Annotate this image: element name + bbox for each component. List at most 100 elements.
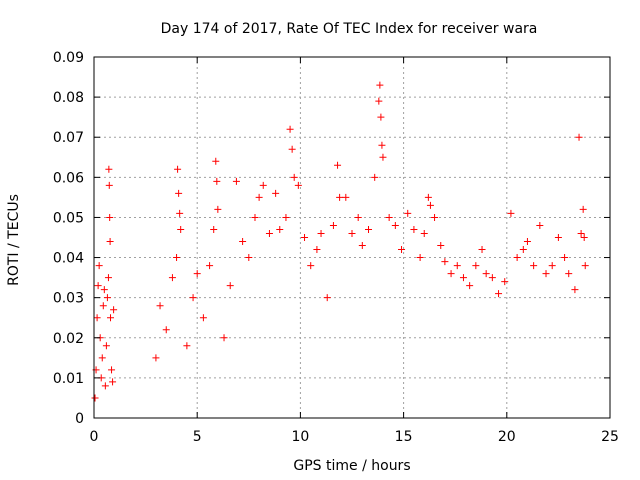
- data-point: [453, 262, 461, 270]
- data-point: [459, 274, 467, 282]
- data-point: [358, 242, 366, 250]
- data-point: [290, 173, 298, 181]
- data-point: [376, 81, 384, 89]
- data-point: [98, 354, 106, 362]
- y-tick-label: 0.07: [53, 130, 84, 146]
- x-tick-label: 10: [291, 429, 309, 445]
- data-point: [561, 254, 569, 262]
- y-tick-label: 0.08: [53, 90, 84, 106]
- data-point: [103, 294, 111, 302]
- data-point: [488, 274, 496, 282]
- data-point: [104, 274, 112, 282]
- data-point: [348, 229, 356, 237]
- data-point: [93, 314, 101, 322]
- y-tick-label: 0: [75, 411, 84, 427]
- data-point: [375, 97, 383, 105]
- data-point: [99, 302, 107, 310]
- data-point: [251, 213, 259, 221]
- x-tick-label: 0: [90, 429, 99, 445]
- data-point: [110, 306, 118, 314]
- data-point: [286, 125, 294, 133]
- data-point: [565, 270, 573, 278]
- data-point: [91, 394, 99, 402]
- data-point: [342, 193, 350, 201]
- data-point: [100, 286, 108, 294]
- data-point: [313, 246, 321, 254]
- data-point: [377, 113, 385, 121]
- x-tick-label: 25: [601, 429, 619, 445]
- data-point: [571, 286, 579, 294]
- data-point: [495, 290, 503, 298]
- data-point: [212, 157, 220, 165]
- data-point: [108, 366, 116, 374]
- data-point: [174, 165, 182, 173]
- data-point: [542, 270, 550, 278]
- data-point: [577, 229, 585, 237]
- data-point: [173, 254, 181, 262]
- data-point: [536, 221, 544, 229]
- data-point: [152, 354, 160, 362]
- data-point: [307, 262, 315, 270]
- data-point: [183, 342, 191, 350]
- data-point: [378, 141, 386, 149]
- y-axis-label: ROTI / TECUs: [6, 194, 22, 286]
- grid-lines: [94, 57, 610, 418]
- data-point: [94, 282, 102, 290]
- y-ticks: 0 0.01 0.02 0.03 0.04 0.05 0.06 0.07 0.08 0.09: [53, 50, 610, 427]
- data-point: [530, 262, 538, 270]
- scatter-points: [91, 81, 589, 402]
- data-point: [426, 201, 434, 209]
- data-point: [379, 153, 387, 161]
- y-tick-label: 0.03: [53, 291, 84, 307]
- data-point: [554, 234, 562, 241]
- y-tick-label: 0.04: [53, 251, 84, 267]
- data-point: [106, 238, 114, 246]
- data-point: [109, 378, 117, 386]
- data-point: [226, 282, 234, 290]
- data-point: [107, 314, 115, 322]
- data-point: [391, 221, 399, 229]
- data-point: [371, 173, 379, 181]
- data-point: [168, 274, 176, 282]
- data-point: [193, 270, 201, 278]
- data-point: [220, 334, 228, 342]
- data-point: [317, 229, 325, 237]
- data-point: [519, 246, 527, 254]
- data-point: [282, 213, 290, 221]
- data-point: [385, 213, 393, 221]
- data-point: [95, 262, 103, 270]
- data-point: [441, 258, 449, 266]
- data-point: [272, 189, 280, 197]
- data-point: [199, 314, 207, 322]
- data-point: [336, 193, 344, 201]
- data-point: [213, 177, 221, 185]
- data-point: [239, 238, 247, 246]
- y-tick-label: 0.06: [53, 170, 84, 186]
- data-point: [265, 229, 273, 237]
- data-point: [575, 133, 583, 141]
- data-point: [189, 294, 197, 302]
- data-point: [175, 189, 183, 197]
- data-point: [507, 209, 515, 217]
- data-point: [288, 145, 296, 153]
- data-point: [478, 246, 486, 254]
- data-point: [259, 181, 267, 189]
- data-point: [162, 326, 170, 334]
- data-point: [579, 205, 587, 213]
- data-point: [294, 181, 302, 189]
- y-tick-label: 0.02: [53, 331, 84, 347]
- data-point: [523, 238, 531, 246]
- x-axis-label: GPS time / hours: [293, 458, 410, 474]
- data-point: [214, 205, 222, 213]
- data-point: [581, 262, 589, 270]
- data-point: [404, 209, 412, 217]
- data-point: [329, 221, 337, 229]
- plot-frame: [93, 56, 611, 419]
- x-tick-label: 5: [193, 429, 202, 445]
- data-point: [513, 254, 521, 262]
- data-point: [102, 342, 110, 350]
- chart-title: Day 174 of 2017, Rate Of TEC Index for r…: [161, 21, 538, 37]
- data-point: [416, 254, 424, 262]
- data-point: [580, 234, 588, 241]
